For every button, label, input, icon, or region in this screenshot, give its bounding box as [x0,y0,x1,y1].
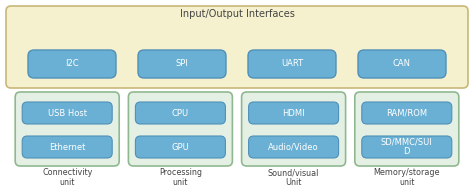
Text: Connectivity
unit: Connectivity unit [42,168,92,187]
Text: Input/Output Interfaces: Input/Output Interfaces [180,9,294,19]
Text: CPU: CPU [172,108,189,118]
Text: Sound/visual
Unit: Sound/visual Unit [268,168,319,187]
Text: UART: UART [281,59,303,68]
FancyBboxPatch shape [242,92,346,166]
Text: CAN: CAN [393,59,411,68]
FancyBboxPatch shape [358,50,446,78]
FancyBboxPatch shape [362,102,452,124]
FancyBboxPatch shape [136,136,226,158]
FancyBboxPatch shape [128,92,232,166]
FancyBboxPatch shape [248,50,336,78]
FancyBboxPatch shape [136,102,226,124]
FancyBboxPatch shape [248,102,338,124]
FancyBboxPatch shape [6,6,468,88]
Text: Memory/storage
unit: Memory/storage unit [374,168,440,187]
Text: USB Host: USB Host [48,108,87,118]
Text: Ethernet: Ethernet [49,143,85,152]
FancyBboxPatch shape [138,50,226,78]
FancyBboxPatch shape [248,136,338,158]
FancyBboxPatch shape [15,92,119,166]
FancyBboxPatch shape [355,92,459,166]
Text: RAM/ROM: RAM/ROM [386,108,428,118]
Text: HDMI: HDMI [283,108,305,118]
Text: I2C: I2C [65,59,79,68]
FancyBboxPatch shape [28,50,116,78]
FancyBboxPatch shape [22,136,112,158]
Text: SD/MMC/SUI
D: SD/MMC/SUI D [381,138,433,156]
Text: GPU: GPU [172,143,189,152]
Text: Processing
unit: Processing unit [159,168,202,187]
FancyBboxPatch shape [22,102,112,124]
FancyBboxPatch shape [362,136,452,158]
Text: SPI: SPI [175,59,189,68]
Text: Audio/Video: Audio/Video [268,143,319,152]
